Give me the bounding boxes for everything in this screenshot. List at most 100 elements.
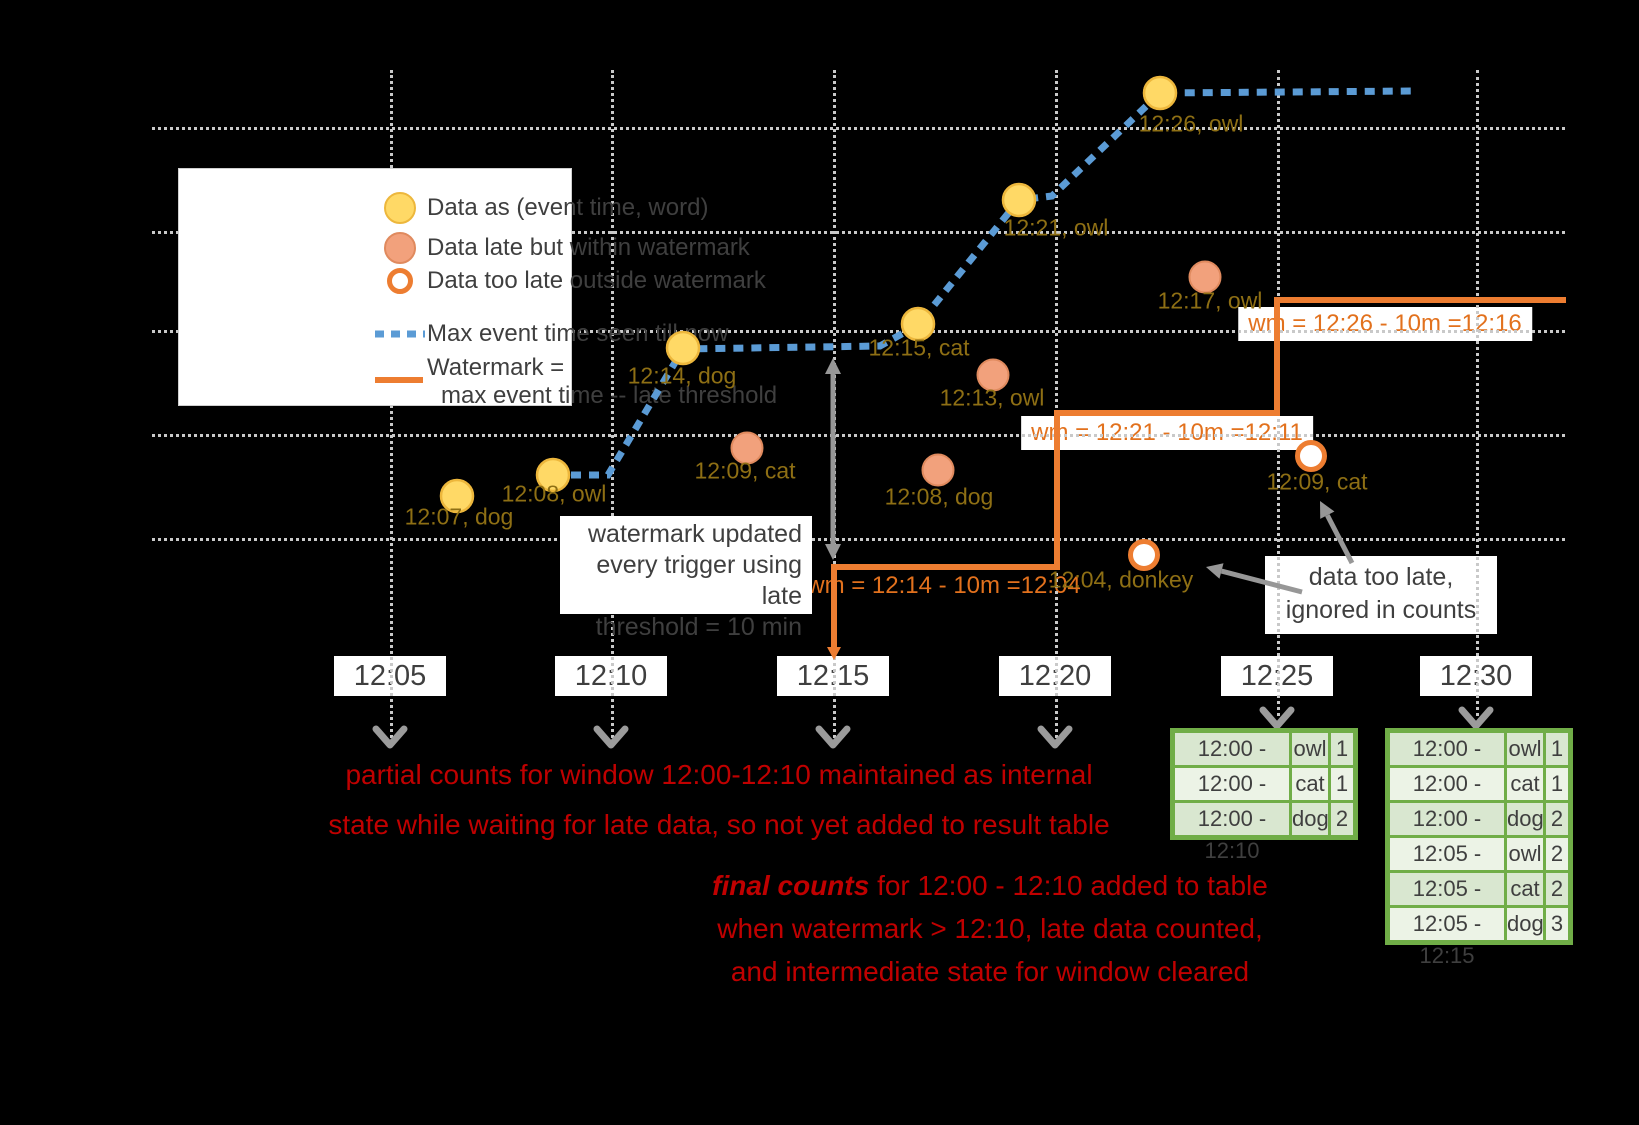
note-line: data too late, xyxy=(1308,563,1454,591)
late-data-point-12:08-dog xyxy=(921,453,955,487)
data-point-12:26-owl xyxy=(1142,75,1178,111)
note-line: state while waiting for late data, so no… xyxy=(328,809,1110,840)
too-late-donkey-arrow xyxy=(1220,568,1303,595)
window-cell: 12:05 - 12:15 xyxy=(1390,873,1504,933)
data-point-12:21-owl xyxy=(1001,182,1037,218)
event-time-gridline xyxy=(152,330,1565,333)
late-threshold-arrow-up-head-icon xyxy=(825,358,841,374)
down-arrow-icon xyxy=(1458,706,1494,730)
word-cell: dog xyxy=(1292,803,1329,835)
late-data-point-12:13-owl xyxy=(976,358,1010,392)
word-cell: cat xyxy=(1292,768,1328,800)
count-cell: 2 xyxy=(1546,838,1568,870)
trigger-gridline xyxy=(1476,70,1479,716)
down-arrow-icon xyxy=(593,725,629,749)
table-row: 12:05 - 12:15 dog 3 xyxy=(1390,908,1568,968)
data-point-label: 12:15, cat xyxy=(868,334,970,361)
watermark-line-tip xyxy=(827,647,841,660)
table-row: 12:00 - 12:10cat1 xyxy=(1390,768,1568,828)
word-cell: dog xyxy=(1507,803,1544,835)
table-row: 12:00 - 12:10owl1 xyxy=(1175,733,1353,793)
note-line: ignored in counts xyxy=(1285,596,1477,624)
event-time-gridline xyxy=(152,231,1565,234)
final-counts-note: final counts for 12:00 - 12:10 added to … xyxy=(712,864,1268,993)
table-row: 12:00 - 12:10cat1 xyxy=(1175,768,1353,828)
late-data-point-12:09-cat xyxy=(730,431,764,465)
legend-toolate-dot-icon xyxy=(387,268,413,294)
word-cell: owl xyxy=(1507,838,1543,870)
note-line: when watermark > 12:10, late data counte… xyxy=(717,913,1263,944)
trigger-label-12:20: 12:20 xyxy=(999,656,1111,696)
data-point-label: 12:09, cat xyxy=(1266,468,1368,495)
down-arrow-icon xyxy=(815,725,851,749)
watermark-line xyxy=(831,297,1566,648)
too-late-cat-arrow xyxy=(1325,514,1355,565)
legend: Data as (event time, word) Data late but… xyxy=(178,168,777,409)
legend-max-event-line-icon xyxy=(375,330,425,338)
data-point-12:07-dog xyxy=(439,478,475,514)
note-line: and intermediate state for window cleare… xyxy=(730,956,1250,987)
late-threshold-arrow-down-head-icon xyxy=(825,544,841,560)
result-table-1: 12:00 - 12:10owl112:00 - 12:10cat112:00 … xyxy=(1170,728,1358,863)
count-cell: 2 xyxy=(1546,803,1568,835)
trigger-gridline xyxy=(1055,70,1058,738)
data-point-12:14-dog xyxy=(665,330,701,366)
table-row: 12:00 - 12:10owl1 xyxy=(1390,733,1568,793)
data-point-label: 12:08, owl xyxy=(501,480,607,507)
note-line: threshold = 10 min xyxy=(595,613,802,641)
legend-item-sublabel: max event time -- late threshold xyxy=(441,382,778,409)
count-cell: 2 xyxy=(1546,873,1568,905)
legend-watermark-line-icon xyxy=(375,377,423,383)
count-cell: 1 xyxy=(1546,768,1568,800)
watermark-updated-note: watermark updated every trigger using la… xyxy=(560,516,812,641)
word-cell: owl xyxy=(1292,733,1328,765)
too-late-cat-arrow-head-icon xyxy=(1320,501,1335,519)
window-cell: 12:00 - 12:10 xyxy=(1390,803,1504,863)
window-cell: 12:00 - 12:10 xyxy=(1390,768,1504,828)
count-cell: 3 xyxy=(1546,908,1568,940)
word-cell: cat xyxy=(1507,768,1543,800)
window-cell: 12:00 - 12:10 xyxy=(1175,768,1289,828)
too-late-donkey-arrow-head-icon xyxy=(1206,563,1224,579)
note-line: every trigger using late xyxy=(596,551,802,610)
legend-item-label: Data as (event time, word) xyxy=(427,194,709,221)
count-cell: 1 xyxy=(1546,733,1568,765)
partial-counts-note: partial counts for window 12:00-12:10 ma… xyxy=(328,750,1109,850)
data-point-label: 12:08, dog xyxy=(884,483,994,510)
window-cell: 12:00 - 12:10 xyxy=(1175,803,1289,863)
data-too-late-note: data too late, ignored in counts xyxy=(1265,556,1497,634)
window-cell: 12:00 - 12:10 xyxy=(1390,733,1504,793)
too-late-data-point-12:04-donkey xyxy=(1128,539,1160,571)
down-arrow-icon xyxy=(1037,725,1073,749)
data-point-label: 12:13, owl xyxy=(939,384,1045,411)
count-cell: 2 xyxy=(1331,803,1353,835)
event-time-gridline xyxy=(152,127,1565,130)
data-point-label: 12:14, dog xyxy=(627,362,737,389)
note-line: watermark updated xyxy=(587,520,802,548)
window-cell: 12:05 - 12:15 xyxy=(1390,908,1504,968)
data-point-label: 12:07, dog xyxy=(404,503,514,530)
max-event-time-line xyxy=(553,87,1416,479)
count-cell: 1 xyxy=(1331,768,1353,800)
word-cell: dog xyxy=(1507,908,1544,940)
word-cell: cat xyxy=(1507,873,1543,905)
legend-item-label: Data late but within watermark xyxy=(427,234,750,261)
too-late-data-point-12:09-cat xyxy=(1295,440,1327,472)
window-cell: 12:05 - 12:15 xyxy=(1390,838,1504,898)
down-arrow-icon xyxy=(372,725,408,749)
data-point-label: 12:09, cat xyxy=(694,457,796,484)
data-point-label: 12:17, owl xyxy=(1157,287,1263,314)
count-cell: 1 xyxy=(1331,733,1353,765)
word-cell: owl xyxy=(1507,733,1543,765)
down-arrow-icon xyxy=(1259,706,1295,730)
note-line: partial counts for window 12:00-12:10 ma… xyxy=(345,759,1093,790)
table-row: 12:05 - 12:15owl2 xyxy=(1390,838,1568,898)
legend-late-dot-icon xyxy=(384,232,416,264)
data-point-label: 12:21, owl xyxy=(1003,214,1109,241)
watermark-value-label: wm = 12:21 - 10m =12:11 xyxy=(1021,416,1313,450)
data-point-12:08-owl xyxy=(535,457,571,493)
legend-item-label: Data too late outside watermark xyxy=(427,267,766,294)
